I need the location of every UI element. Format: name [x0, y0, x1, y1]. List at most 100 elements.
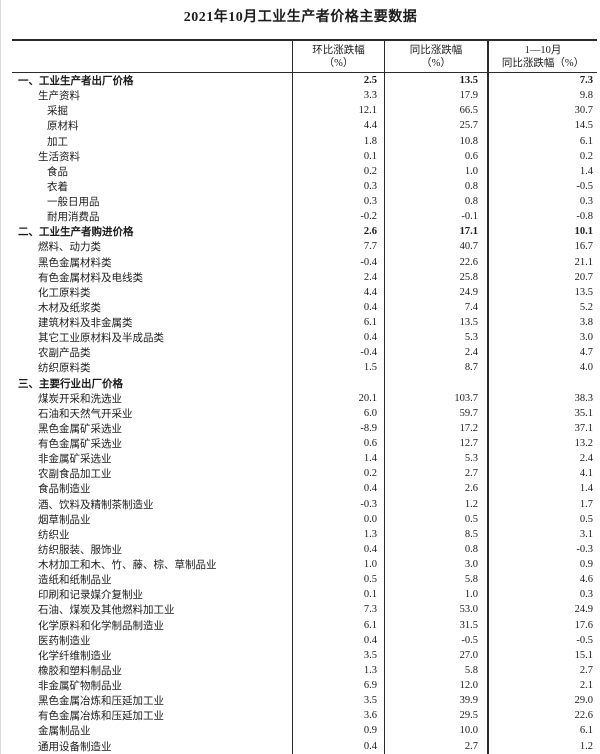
row-value: 17.9	[385, 88, 489, 104]
table-row: 金属制品业 0.9 10.0 6.1	[12, 723, 597, 739]
table-row: 酒、饮料及精制茶制造业 -0.3 1.2 1.7	[12, 496, 597, 512]
row-value: -8.9	[293, 420, 385, 436]
row-value: 4.1	[579, 468, 593, 480]
row-value: 7.3	[579, 75, 593, 87]
header-line: （%）	[323, 57, 354, 69]
row-value: 2.5	[293, 73, 385, 89]
row-value: -0.8	[576, 211, 593, 223]
header-cell-indicator	[12, 41, 293, 72]
row-label: 一、工业生产者出厂价格	[12, 73, 293, 89]
row-label: 橡胶和塑料制品业	[12, 662, 293, 678]
table-row: 农副食品加工业 0.2 2.7 4.1	[12, 466, 597, 482]
row-value: 53.0	[385, 602, 489, 618]
table-row: 有色金属矿采选业 0.6 12.7 13.2	[12, 436, 597, 452]
row-label: 食品制造业	[12, 481, 293, 497]
table-row: 印刷和记录媒介复制业 0.1 1.0 0.3	[12, 587, 597, 603]
row-value: 1.0	[385, 587, 489, 603]
row-label: 二、工业生产者购进价格	[12, 224, 293, 240]
row-value: 13.5	[574, 286, 593, 298]
row-label: 有色金属材料及电线类	[12, 269, 293, 285]
row-value: 13.2	[574, 438, 593, 450]
row-value: 10.8	[385, 133, 489, 149]
row-value: 5.2	[579, 301, 593, 313]
row-label: 食品	[12, 163, 293, 179]
row-value: 0.6	[293, 436, 385, 452]
table-row: 非金属矿物制品业 6.9 12.0 2.1	[12, 678, 597, 694]
row-value: 6.1	[579, 135, 593, 147]
row-label: 木材加工和木、竹、藤、棕、草制品业	[12, 557, 293, 573]
header-cell-yoy-change: 同比涨跌幅 （%）	[385, 41, 489, 72]
row-value: 0.0	[293, 511, 385, 527]
row-value: 1.3	[293, 526, 385, 542]
row-value: 24.9	[574, 604, 593, 616]
row-value: 0.8	[385, 194, 489, 210]
row-value: 2.7	[385, 466, 489, 482]
header-line: 1—10月	[524, 44, 562, 56]
row-value: 6.9	[293, 678, 385, 694]
row-value: 0.8	[385, 178, 489, 194]
row-label: 有色金属矿采选业	[12, 436, 293, 452]
row-value: 14.5	[574, 120, 593, 132]
table-row: 石油和天然气开采业 6.0 59.7 35.1	[12, 405, 597, 421]
table-body: 一、工业生产者出厂价格 2.5 13.5 7.3 生产资料 3.3 17.9 9.8 采掘 12.…	[12, 73, 597, 754]
table-row: 黑色金属冶炼和压延加工业 3.5 39.9 29.0	[12, 693, 597, 709]
table-row: 煤炭开采和洗选业 20.1 103.7 38.3	[12, 390, 597, 406]
row-value: 1.4	[293, 451, 385, 467]
row-label: 化学原料和化学制品制造业	[12, 617, 293, 633]
row-value: 0.3	[579, 589, 593, 601]
table-row: 木材加工和木、竹、藤、棕、草制品业 1.0 3.0 0.9	[12, 557, 597, 573]
row-label: 黑色金属冶炼和压延加工业	[12, 693, 293, 709]
header-cell-ytd-yoy-change: 1—10月 同比涨跌幅（%）	[489, 41, 597, 72]
row-value: 0.1	[293, 148, 385, 164]
row-value: 17.6	[574, 619, 593, 631]
row-value	[385, 375, 489, 391]
table-row: 医药制造业 0.4 -0.5 -0.5	[12, 632, 597, 648]
row-label: 燃料、动力类	[12, 239, 293, 255]
row-value	[489, 376, 597, 391]
row-value: -0.5	[576, 634, 593, 646]
price-table: 环比涨跌幅 （%） 同比涨跌幅 （%） 1—10月 同比涨跌幅（%） 一、工业生…	[12, 39, 597, 754]
row-value: 31.5	[385, 617, 489, 633]
row-value: 30.7	[574, 105, 593, 117]
table-row: 非金属矿采选业 1.4 5.3 2.4	[12, 451, 597, 467]
row-label: 黑色金属材料类	[12, 254, 293, 270]
row-label: 非金属矿物制品业	[12, 678, 293, 694]
row-value: 0.2	[579, 150, 593, 162]
table-row: 橡胶和塑料制品业 1.3 5.8 2.7	[12, 662, 597, 678]
table-header-row: 环比涨跌幅 （%） 同比涨跌幅 （%） 1—10月 同比涨跌幅（%）	[12, 41, 597, 73]
row-value: 4.4	[293, 118, 385, 134]
row-label: 石油、煤炭及其他燃料加工业	[12, 602, 293, 618]
table-row: 燃料、动力类 7.7 40.7 16.7	[12, 239, 597, 255]
row-value: 1.2	[579, 740, 593, 752]
table-row: 黑色金属矿采选业 -8.9 17.2 37.1	[12, 420, 597, 436]
row-value: 5.8	[385, 662, 489, 678]
row-value: 7.4	[385, 299, 489, 315]
row-value: 24.9	[385, 284, 489, 300]
row-value: 12.1	[293, 103, 385, 119]
row-value: 2.6	[293, 224, 385, 240]
row-value: 15.1	[574, 649, 593, 661]
row-value: 59.7	[385, 405, 489, 421]
table-row: 原材料 4.4 25.7 14.5	[12, 118, 597, 134]
row-value: 0.5	[385, 511, 489, 527]
row-value: 3.3	[293, 88, 385, 104]
row-value: 3.0	[579, 332, 593, 344]
row-value: 103.7	[385, 390, 489, 406]
row-label: 造纸和纸制品业	[12, 572, 293, 588]
table-row: 纺织服装、服饰业 0.4 0.8 -0.3	[12, 541, 597, 557]
row-value: 0.5	[579, 513, 593, 525]
row-label: 纺织业	[12, 526, 293, 542]
table-row: 农副产品类 -0.4 2.4 4.7	[12, 345, 597, 361]
row-value: 2.4	[293, 269, 385, 285]
table-row: 烟草制品业 0.0 0.5 0.5	[12, 511, 597, 527]
row-value: 29.0	[574, 695, 593, 707]
row-value: 1.5	[293, 360, 385, 376]
row-value: 0.4	[293, 541, 385, 557]
row-value: -0.4	[293, 345, 385, 361]
row-value: 20.7	[574, 271, 593, 283]
row-value: 3.8	[579, 317, 593, 329]
table-row: 建筑材料及非金属类 6.1 13.5 3.8	[12, 315, 597, 331]
row-value: -0.4	[293, 254, 385, 270]
page-title: 2021年10月工业生产者价格主要数据	[183, 10, 418, 25]
row-value: 0.4	[293, 330, 385, 346]
